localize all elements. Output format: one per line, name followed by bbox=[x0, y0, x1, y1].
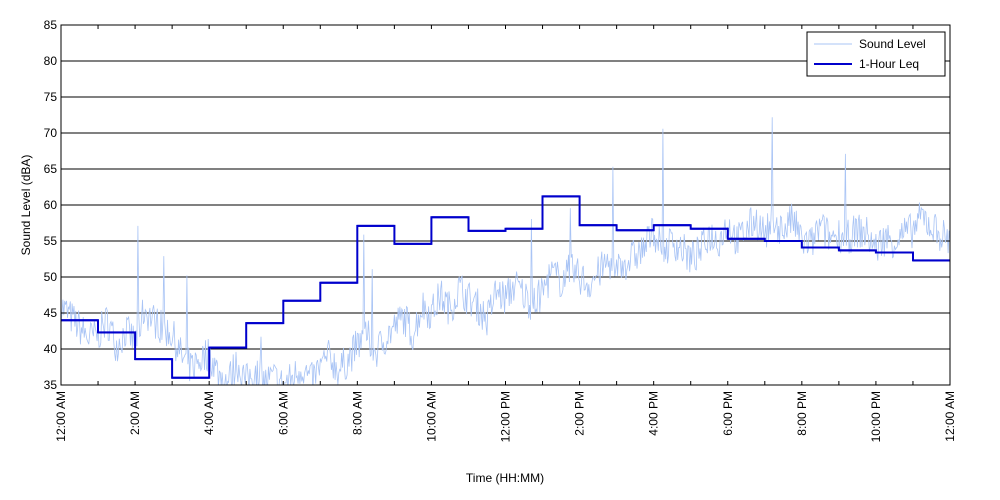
x-tick-label: 2:00 AM bbox=[128, 391, 142, 435]
x-tick-label: 6:00 PM bbox=[721, 391, 735, 436]
legend: Sound Level 1-Hour Leq bbox=[806, 31, 946, 77]
y-axis-ticks: 35 40 45 50 55 60 65 70 75 80 85 bbox=[44, 18, 950, 392]
x-tick-label: 12:00 AM bbox=[54, 391, 68, 442]
x-tick-label: 8:00 PM bbox=[795, 391, 809, 436]
legend-label-sound-level: Sound Level bbox=[859, 37, 926, 51]
x-tick-label: 4:00 AM bbox=[202, 391, 216, 435]
y-tick-label: 40 bbox=[44, 342, 58, 356]
y-tick-label: 45 bbox=[44, 306, 58, 320]
y-tick-label: 60 bbox=[44, 198, 58, 212]
x-tick-label: 10:00 AM bbox=[424, 391, 438, 442]
y-tick-label: 35 bbox=[44, 378, 58, 392]
series-1-hour-leq bbox=[61, 195, 950, 379]
x-tick-label: 6:00 AM bbox=[276, 391, 290, 435]
y-axis-label: Sound Level (dBA) bbox=[19, 155, 33, 256]
x-tick-label: 4:00 PM bbox=[647, 391, 661, 436]
y-tick-label: 80 bbox=[44, 54, 58, 68]
y-tick-label: 70 bbox=[44, 126, 58, 140]
x-axis-label: Time (HH:MM) bbox=[466, 471, 544, 485]
x-axis-ticks: 12:00 AM 2:00 AM 4:00 AM 6:00 AM 8:00 AM 10:0… bbox=[54, 25, 957, 442]
legend-label-1-hour-leq: 1-Hour Leq bbox=[859, 57, 919, 71]
series-layer bbox=[61, 117, 950, 385]
x-tick-label: 8:00 AM bbox=[350, 391, 364, 435]
x-tick-label: 12:00 AM bbox=[943, 391, 957, 442]
y-tick-label: 65 bbox=[44, 162, 58, 176]
legend-box bbox=[806, 31, 946, 77]
x-tick-label: 10:00 PM bbox=[869, 391, 883, 442]
y-tick-label: 50 bbox=[44, 270, 58, 284]
y-tick-label: 85 bbox=[44, 18, 58, 32]
x-tick-label: 2:00 PM bbox=[573, 391, 587, 436]
y-tick-label: 75 bbox=[44, 90, 58, 104]
series-sound-level bbox=[61, 117, 950, 385]
y-tick-label: 55 bbox=[44, 234, 58, 248]
x-tick-label: 12:00 PM bbox=[499, 391, 513, 442]
